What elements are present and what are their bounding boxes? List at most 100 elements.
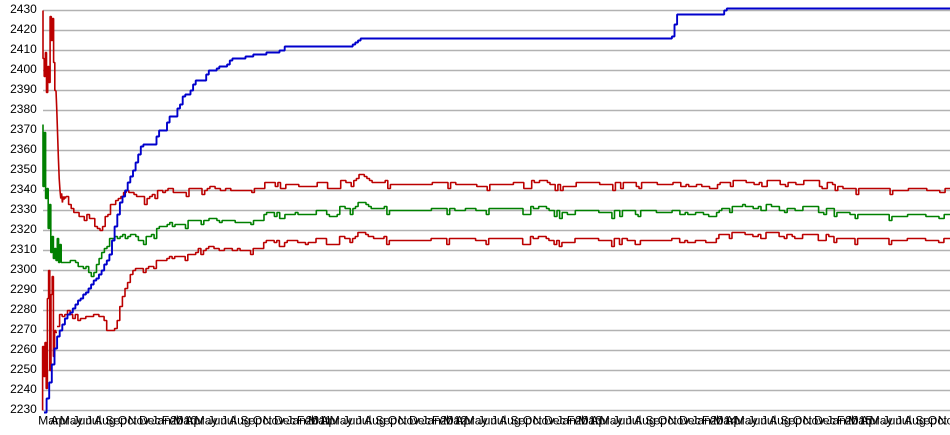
svg-text:2013: 2013 — [575, 414, 602, 428]
svg-text:2340: 2340 — [10, 182, 37, 196]
svg-text:May: May — [600, 414, 624, 428]
svg-text:Aug: Aug — [769, 414, 791, 428]
svg-text:Dec: Dec — [814, 414, 836, 428]
svg-text:2350: 2350 — [10, 162, 37, 176]
svg-text:Jan: Jan — [421, 414, 441, 428]
svg-text:Feb: Feb — [432, 414, 453, 428]
svg-text:Mar: Mar — [308, 414, 329, 428]
svg-text:Apr: Apr — [320, 414, 339, 428]
svg-text:Oct: Oct — [118, 414, 138, 428]
svg-text:Apr: Apr — [725, 414, 744, 428]
svg-text:Jul: Jul — [356, 414, 372, 428]
svg-text:Aug: Aug — [364, 414, 386, 428]
svg-text:Sep: Sep — [915, 414, 937, 428]
svg-text:2410: 2410 — [10, 42, 37, 56]
svg-text:Apr: Apr — [860, 414, 879, 428]
svg-text:Apr: Apr — [50, 414, 69, 428]
svg-text:2360: 2360 — [10, 142, 37, 156]
svg-text:May: May — [195, 414, 219, 428]
svg-text:Oct: Oct — [928, 414, 948, 428]
svg-text:2420: 2420 — [10, 22, 37, 36]
svg-text:2240: 2240 — [10, 382, 37, 396]
svg-text:Feb: Feb — [837, 414, 858, 428]
svg-text:Dec: Dec — [679, 414, 701, 428]
svg-text:2390: 2390 — [10, 82, 37, 96]
svg-text:Dec: Dec — [139, 414, 161, 428]
svg-text:May: May — [330, 414, 354, 428]
svg-text:Dec: Dec — [274, 414, 296, 428]
svg-text:Jan: Jan — [556, 414, 576, 428]
svg-text:2400: 2400 — [10, 62, 37, 76]
svg-text:Jun: Jun — [478, 414, 498, 428]
svg-text:Sep: Sep — [105, 414, 127, 428]
svg-text:2320: 2320 — [10, 222, 37, 236]
svg-text:Mar: Mar — [713, 414, 734, 428]
svg-text:Feb: Feb — [162, 414, 183, 428]
svg-text:Aug: Aug — [634, 414, 656, 428]
svg-text:Nov: Nov — [668, 414, 691, 428]
svg-text:2015: 2015 — [845, 414, 872, 428]
svg-text:Oct: Oct — [793, 414, 813, 428]
svg-text:2230: 2230 — [10, 402, 37, 416]
svg-text:Jul: Jul — [896, 414, 912, 428]
svg-text:2014: 2014 — [710, 414, 737, 428]
svg-text:Feb: Feb — [567, 414, 588, 428]
svg-text:2010: 2010 — [170, 414, 197, 428]
svg-text:2430: 2430 — [10, 2, 37, 16]
svg-text:Apr: Apr — [455, 414, 474, 428]
svg-text:Mar: Mar — [38, 414, 59, 428]
svg-text:Jan: Jan — [151, 414, 171, 428]
svg-text:Jun: Jun — [207, 414, 227, 428]
svg-text:Jul: Jul — [491, 414, 507, 428]
svg-text:Jun: Jun — [883, 414, 903, 428]
svg-text:2310: 2310 — [10, 242, 37, 256]
svg-text:Jul: Jul — [86, 414, 102, 428]
svg-text:Aug: Aug — [229, 414, 251, 428]
svg-text:Feb: Feb — [297, 414, 318, 428]
svg-text:Sep: Sep — [375, 414, 397, 428]
svg-text:Nov: Nov — [398, 414, 421, 428]
svg-text:Jul: Jul — [221, 414, 237, 428]
svg-text:Nov: Nov — [803, 414, 826, 428]
svg-text:Oct: Oct — [253, 414, 273, 428]
svg-text:Oct: Oct — [523, 414, 543, 428]
svg-text:2280: 2280 — [10, 302, 37, 316]
svg-text:Feb: Feb — [702, 414, 723, 428]
svg-text:Jun: Jun — [343, 414, 363, 428]
svg-text:2011: 2011 — [305, 414, 331, 428]
svg-text:Jan: Jan — [826, 414, 846, 428]
svg-text:Sep: Sep — [510, 414, 532, 428]
svg-text:2012: 2012 — [440, 414, 467, 428]
svg-text:Oct: Oct — [658, 414, 678, 428]
svg-text:Jul: Jul — [761, 414, 777, 428]
svg-text:2380: 2380 — [10, 102, 37, 116]
svg-text:Mar: Mar — [443, 414, 464, 428]
svg-text:Jun: Jun — [613, 414, 633, 428]
svg-text:Nov: Nov — [263, 414, 286, 428]
svg-text:Aug: Aug — [904, 414, 926, 428]
svg-text:May: May — [60, 414, 84, 428]
svg-text:Jan: Jan — [691, 414, 711, 428]
svg-text:Jun: Jun — [748, 414, 768, 428]
svg-text:2250: 2250 — [10, 362, 37, 376]
svg-text:Aug: Aug — [94, 414, 116, 428]
svg-text:Jun: Jun — [72, 414, 92, 428]
svg-text:Mar: Mar — [848, 414, 869, 428]
svg-text:2270: 2270 — [10, 322, 37, 336]
svg-text:Dec: Dec — [409, 414, 431, 428]
svg-text:Jul: Jul — [626, 414, 642, 428]
svg-text:Nov: Nov — [533, 414, 556, 428]
svg-text:Dec: Dec — [544, 414, 566, 428]
svg-text:2300: 2300 — [10, 262, 37, 276]
svg-text:2370: 2370 — [10, 122, 37, 136]
svg-text:2330: 2330 — [10, 202, 37, 216]
svg-text:Nov: Nov — [128, 414, 151, 428]
svg-text:2260: 2260 — [10, 342, 37, 356]
svg-text:Nov: Nov — [938, 414, 950, 428]
svg-text:Sep: Sep — [645, 414, 667, 428]
svg-text:May: May — [870, 414, 894, 428]
svg-text:Jan: Jan — [286, 414, 306, 428]
svg-text:Apr: Apr — [185, 414, 204, 428]
svg-text:Oct: Oct — [388, 414, 408, 428]
svg-text:May: May — [465, 414, 489, 428]
